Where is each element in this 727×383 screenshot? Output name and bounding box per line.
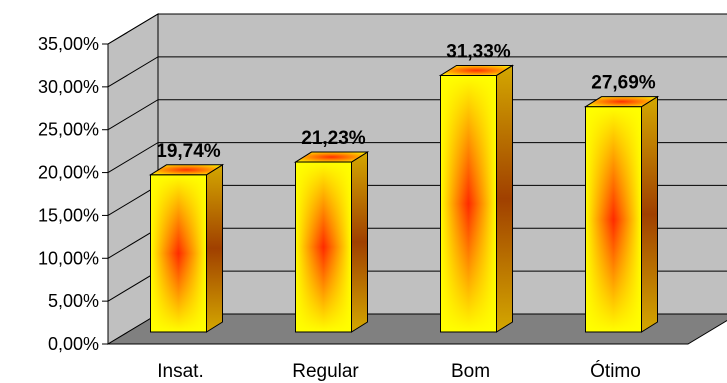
bar xyxy=(148,163,225,333)
data-label: 27,69% xyxy=(591,73,656,94)
bar-side xyxy=(206,163,223,333)
y-tick-label: 35,00% xyxy=(38,34,99,54)
y-tick-label: 10,00% xyxy=(38,248,99,268)
gridline xyxy=(107,13,727,45)
bar-front-shade xyxy=(295,161,352,333)
bar-front-shade xyxy=(150,174,207,333)
x-tick-label: Bom xyxy=(451,361,490,382)
y-tick-label: 30,00% xyxy=(38,77,99,97)
y-tick-label: 20,00% xyxy=(38,163,99,183)
labels: 19,74% Insat. 21,23% Regular 31,33% Bom 27,69%… xyxy=(156,41,656,382)
bar-top xyxy=(438,64,515,76)
bar-top xyxy=(293,151,370,163)
bar-side xyxy=(351,151,368,333)
bar xyxy=(438,64,515,333)
bar-side xyxy=(641,95,658,333)
data-label: 19,74% xyxy=(156,141,221,162)
x-tick-label: Insat. xyxy=(157,361,203,382)
bars xyxy=(148,64,660,333)
x-tick-label: Ótimo xyxy=(590,360,641,382)
data-label: 31,33% xyxy=(446,41,511,62)
bar-top xyxy=(148,164,225,176)
y-tick-label: 15,00% xyxy=(38,205,99,225)
bar-front-shade xyxy=(585,106,642,333)
floor xyxy=(106,313,727,345)
y-tick-label: 25,00% xyxy=(38,120,99,140)
bar-top xyxy=(583,96,660,108)
bar xyxy=(293,151,370,333)
y-tick-label: 0,00% xyxy=(48,334,99,354)
gridlines xyxy=(107,13,727,302)
gridline xyxy=(107,99,727,131)
bar-front-shade xyxy=(440,74,497,333)
gridline xyxy=(107,56,727,88)
gridline xyxy=(107,142,727,174)
bar-side xyxy=(496,64,513,333)
y-axis: 0,00% 5,00% 10,00% 15,00% 20,00% 25,00% 30,00%… xyxy=(38,34,109,354)
x-tick-label: Regular xyxy=(292,361,359,382)
bar xyxy=(583,95,660,333)
y-tick-label: 5,00% xyxy=(48,291,99,311)
data-label: 21,23% xyxy=(301,128,366,149)
